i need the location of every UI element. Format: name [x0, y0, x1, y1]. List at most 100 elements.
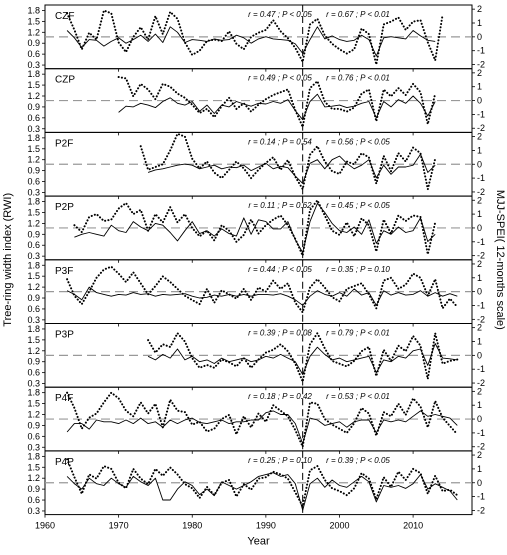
stat-after-break: r = 0.53 ; P < 0.01: [326, 392, 390, 401]
right-tick-label: 0: [477, 350, 482, 360]
panel-label: P2F: [55, 138, 73, 149]
right-tick-label: -2: [477, 187, 485, 197]
right-tick-label: 1: [477, 464, 482, 474]
right-tick-label: -1: [477, 46, 485, 56]
left-tick-label: 0.3: [27, 187, 40, 197]
left-tick-label: 0.3: [27, 124, 40, 134]
right-tick-label: -1: [477, 109, 485, 119]
left-tick-label: 1.2: [27, 218, 40, 228]
right-tick-label: 0: [477, 96, 482, 106]
right-tick-label: 1: [477, 400, 482, 410]
panel-label: P4F: [55, 393, 73, 404]
right-tick-label: 2: [477, 323, 482, 333]
left-tick-label: 1.2: [27, 27, 40, 37]
right-tick-label: -1: [477, 492, 485, 502]
left-axis-title: Tree-ring width index (RWI): [2, 193, 14, 327]
x-tick-label: 1970: [109, 521, 129, 531]
stat-after-break: r = 0.56 ; P < 0.05: [326, 137, 390, 146]
left-tick-label: 1.8: [27, 197, 40, 207]
left-tick-label: 1.5: [27, 271, 40, 281]
stat-before-break: r = 0.18 ; P = 0.42: [248, 392, 312, 401]
left-tick-label: 0.9: [27, 357, 40, 367]
stat-before-break: r = 0.39 ; P = 0.08: [248, 329, 312, 338]
stat-after-break: r = 0.76 ; P < 0.01: [326, 74, 390, 83]
left-tick-label: 0.6: [27, 304, 40, 314]
left-tick-label: 1.8: [27, 388, 40, 398]
stat-after-break: r = 0.35 ; P = 0.10: [326, 265, 390, 274]
spei-series-line: [139, 132, 437, 191]
left-tick-label: 0.9: [27, 420, 40, 430]
right-tick-label: 0: [477, 159, 482, 169]
right-tick-label: 2: [477, 4, 482, 14]
panel-label: P4P: [55, 457, 74, 468]
right-tick-label: 1: [477, 273, 482, 283]
left-tick-label: 1.8: [27, 5, 40, 15]
stat-after-break: r = 0.45 ; P < 0.05: [326, 201, 390, 210]
right-tick-label: 2: [477, 386, 482, 396]
left-tick-label: 1.5: [27, 16, 40, 26]
left-tick-label: 0.6: [27, 495, 40, 505]
left-tick-label: 1.2: [27, 346, 40, 356]
stat-before-break: r = 0.25 ; P = 0.10: [248, 456, 312, 465]
rwi-series-line: [66, 472, 458, 511]
stat-before-break: r = 0.11 ; P = 0.62: [248, 201, 312, 210]
right-tick-label: -2: [477, 251, 485, 261]
left-tick-label: 0.3: [27, 379, 40, 389]
x-tick-label: 1960: [35, 521, 55, 531]
panel-label: CZF: [55, 11, 74, 22]
left-tick-label: 1.8: [27, 260, 40, 270]
left-tick-label: 0.9: [27, 38, 40, 48]
right-tick-label: -2: [477, 442, 485, 452]
left-tick-label: 0.6: [27, 431, 40, 441]
left-tick-label: 0.6: [27, 113, 40, 123]
left-tick-label: 1.5: [27, 462, 40, 472]
right-tick-label: -2: [477, 60, 485, 70]
panel-label: P3F: [55, 266, 73, 277]
right-tick-label: 1: [477, 209, 482, 219]
right-tick-label: -2: [477, 505, 485, 515]
left-tick-label: 1.5: [27, 144, 40, 154]
left-tick-label: 1.2: [27, 91, 40, 101]
rwi-series-line: [66, 26, 436, 57]
left-tick-label: 0.3: [27, 315, 40, 325]
right-tick-label: -2: [477, 123, 485, 133]
right-tick-label: 0: [477, 414, 482, 424]
x-tick-label: 2010: [403, 521, 423, 531]
left-tick-label: 0.3: [27, 60, 40, 70]
stat-before-break: r = 0.44 ; P < 0.05: [248, 265, 312, 274]
rwi-series-line: [147, 343, 458, 375]
right-tick-label: -1: [477, 428, 485, 438]
stat-after-break: r = 0.39 ; P < 0.05: [326, 456, 390, 465]
left-tick-label: 0.9: [27, 229, 40, 239]
right-tick-label: 0: [477, 32, 482, 42]
rwi-series-line: [118, 93, 436, 121]
stat-before-break: r = 0.49 ; P < 0.05: [248, 74, 312, 83]
right-tick-label: 2: [477, 195, 482, 205]
right-tick-label: 2: [477, 132, 482, 142]
rwi-series-line: [66, 286, 458, 306]
stat-after-break: r = 0.67 ; P < 0.01: [326, 10, 390, 19]
x-tick-label: 1990: [256, 521, 276, 531]
left-tick-label: 1.8: [27, 324, 40, 334]
left-tick-label: 1.8: [27, 133, 40, 143]
right-axis-title: MJJ-SPEI( 12-months scale): [494, 190, 506, 330]
rwi-series-line: [74, 202, 436, 253]
left-tick-label: 1.5: [27, 207, 40, 217]
spei-series-line: [66, 265, 459, 314]
right-tick-label: 2: [477, 450, 482, 460]
right-tick-label: 1: [477, 337, 482, 347]
left-tick-label: 1.5: [27, 80, 40, 90]
x-axis-title: Year: [247, 536, 270, 548]
left-tick-label: 1.5: [27, 335, 40, 345]
right-tick-label: -1: [477, 300, 485, 310]
left-tick-label: 0.3: [27, 251, 40, 261]
stat-before-break: r = 0.14 ; P = 0.54: [248, 137, 312, 146]
right-tick-label: -1: [477, 237, 485, 247]
spei-series-line: [66, 458, 459, 508]
right-tick-label: -1: [477, 364, 485, 374]
left-tick-label: 0.9: [27, 293, 40, 303]
right-tick-label: 2: [477, 259, 482, 269]
rwi-series-line: [147, 153, 436, 184]
stat-after-break: r = 0.79 ; P < 0.01: [326, 329, 390, 338]
